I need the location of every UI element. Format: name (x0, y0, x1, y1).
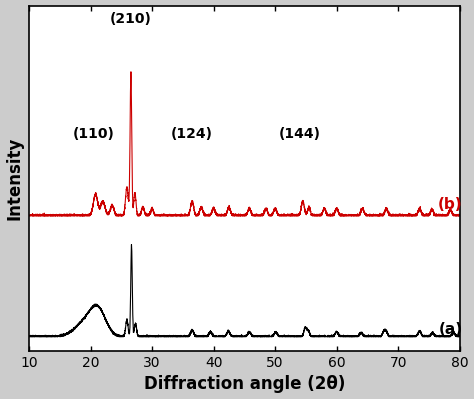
Y-axis label: Intensity: Intensity (6, 136, 24, 220)
Text: (210): (210) (109, 12, 152, 26)
Text: (b): (b) (438, 197, 463, 212)
Text: (144): (144) (279, 127, 321, 141)
Text: (124): (124) (171, 127, 213, 141)
X-axis label: Diffraction angle (2θ): Diffraction angle (2θ) (144, 375, 345, 393)
Text: (a): (a) (438, 322, 463, 337)
Text: (110): (110) (73, 127, 115, 141)
